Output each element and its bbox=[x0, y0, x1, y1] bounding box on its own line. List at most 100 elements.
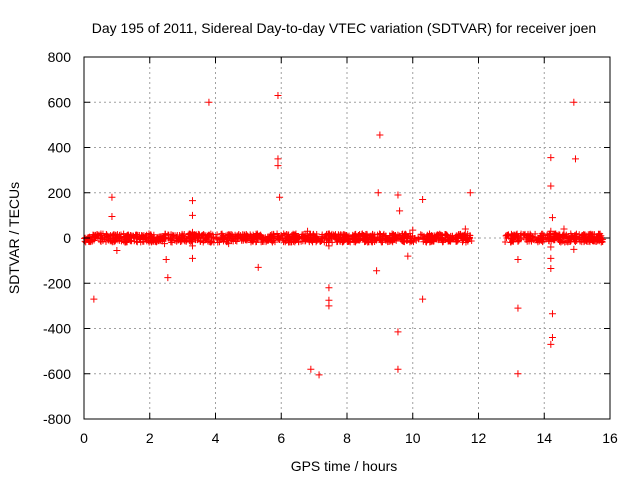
band-point bbox=[564, 239, 571, 246]
band-point bbox=[559, 238, 566, 245]
band-point bbox=[185, 231, 192, 238]
x-axis-label: GPS time / hours bbox=[291, 458, 398, 474]
data-point bbox=[276, 193, 284, 201]
y-tick-label: -200 bbox=[43, 275, 71, 291]
band-point bbox=[247, 233, 254, 240]
band-point bbox=[162, 235, 169, 242]
band-point bbox=[265, 236, 272, 243]
band-point bbox=[197, 238, 204, 245]
band-point bbox=[210, 233, 217, 240]
band-point bbox=[447, 238, 454, 245]
band-point bbox=[410, 239, 417, 246]
data-point bbox=[325, 284, 333, 292]
band-point bbox=[526, 235, 533, 242]
band-point bbox=[271, 233, 278, 240]
band-point bbox=[216, 239, 223, 246]
band-point bbox=[280, 230, 287, 237]
dense-band bbox=[81, 230, 606, 246]
band-point bbox=[560, 231, 567, 238]
data-point bbox=[205, 98, 213, 106]
data-point bbox=[419, 196, 427, 204]
band-point bbox=[235, 235, 242, 242]
data-point bbox=[307, 365, 315, 373]
data-point bbox=[274, 155, 282, 163]
band-point bbox=[567, 238, 574, 245]
band-point bbox=[376, 230, 383, 237]
data-point bbox=[188, 254, 196, 262]
band-point bbox=[433, 233, 440, 240]
band-point bbox=[250, 234, 257, 241]
data-point bbox=[225, 240, 233, 248]
band-point bbox=[595, 233, 602, 240]
band-point bbox=[551, 231, 558, 238]
band-point bbox=[397, 236, 404, 243]
band-point bbox=[365, 238, 372, 245]
band-point bbox=[588, 230, 595, 237]
data-point bbox=[547, 340, 555, 348]
band-point bbox=[396, 232, 403, 239]
band-point bbox=[345, 233, 352, 240]
band-point bbox=[377, 231, 384, 238]
x-tick-label: 6 bbox=[277, 430, 285, 446]
band-point bbox=[150, 238, 157, 245]
band-point bbox=[178, 234, 185, 241]
band-point bbox=[292, 237, 299, 244]
band-point bbox=[81, 238, 88, 245]
band-point bbox=[594, 237, 601, 244]
band-point bbox=[415, 234, 422, 241]
band-point bbox=[392, 234, 399, 241]
band-point bbox=[502, 238, 509, 245]
band-point bbox=[325, 237, 332, 244]
data-point bbox=[113, 246, 121, 254]
band-point bbox=[379, 235, 386, 242]
data-point bbox=[547, 154, 555, 162]
band-point bbox=[136, 236, 143, 243]
band-point bbox=[360, 236, 367, 243]
data-point bbox=[325, 302, 333, 310]
band-point bbox=[417, 231, 424, 238]
band-point bbox=[556, 232, 563, 239]
band-point bbox=[241, 233, 248, 240]
band-point bbox=[550, 236, 557, 243]
data-point bbox=[547, 243, 555, 251]
band-point bbox=[142, 234, 149, 241]
band-point bbox=[576, 238, 583, 245]
band-point bbox=[91, 233, 98, 240]
data-point bbox=[374, 189, 382, 197]
band-point bbox=[586, 238, 593, 245]
data-point bbox=[188, 197, 196, 205]
band-point bbox=[173, 233, 180, 240]
band-point bbox=[457, 233, 464, 240]
y-tick-label: 600 bbox=[48, 94, 72, 110]
data-point bbox=[396, 207, 404, 215]
band-point bbox=[389, 238, 396, 245]
band-point bbox=[99, 236, 106, 243]
plot-border bbox=[83, 56, 611, 420]
band-point bbox=[468, 238, 475, 245]
data-point bbox=[547, 265, 555, 273]
band-point bbox=[343, 232, 350, 239]
x-tick-label: 14 bbox=[536, 430, 552, 446]
x-tick-label: 10 bbox=[405, 430, 421, 446]
data-point bbox=[394, 191, 402, 199]
band-point bbox=[212, 234, 219, 241]
band-point bbox=[98, 238, 105, 245]
data-point bbox=[274, 162, 282, 170]
band-point bbox=[361, 232, 368, 239]
band-point bbox=[364, 234, 371, 241]
band-point bbox=[229, 236, 236, 243]
band-point bbox=[445, 237, 452, 244]
band-point bbox=[124, 233, 131, 240]
data-point bbox=[514, 255, 522, 263]
band-point bbox=[378, 239, 385, 246]
band-point bbox=[425, 233, 432, 240]
band-point bbox=[367, 232, 374, 239]
x-tick-label: 0 bbox=[80, 430, 88, 446]
data-point bbox=[548, 334, 556, 342]
band-point bbox=[545, 238, 552, 245]
band-point bbox=[220, 238, 227, 245]
band-point bbox=[286, 239, 293, 246]
band-point bbox=[453, 238, 460, 245]
data-point bbox=[548, 214, 556, 222]
y-tick-label: -600 bbox=[43, 366, 71, 382]
